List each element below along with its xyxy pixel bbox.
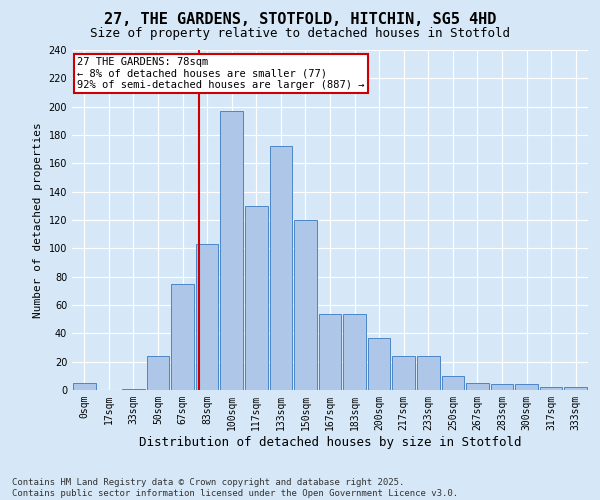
- Bar: [245, 206, 268, 390]
- Bar: [171, 284, 194, 390]
- Bar: [368, 338, 391, 390]
- Text: Size of property relative to detached houses in Stotfold: Size of property relative to detached ho…: [90, 28, 510, 40]
- Bar: [122, 388, 145, 390]
- Text: 27, THE GARDENS, STOTFOLD, HITCHIN, SG5 4HD: 27, THE GARDENS, STOTFOLD, HITCHIN, SG5 …: [104, 12, 496, 28]
- Bar: [294, 220, 317, 390]
- Bar: [343, 314, 366, 390]
- Bar: [515, 384, 538, 390]
- Text: Contains HM Land Registry data © Crown copyright and database right 2025.
Contai: Contains HM Land Registry data © Crown c…: [12, 478, 458, 498]
- Bar: [319, 314, 341, 390]
- Bar: [73, 383, 95, 390]
- Bar: [491, 384, 514, 390]
- X-axis label: Distribution of detached houses by size in Stotfold: Distribution of detached houses by size …: [139, 436, 521, 448]
- Bar: [196, 244, 218, 390]
- Y-axis label: Number of detached properties: Number of detached properties: [33, 122, 43, 318]
- Bar: [146, 356, 169, 390]
- Bar: [269, 146, 292, 390]
- Bar: [466, 383, 489, 390]
- Bar: [442, 376, 464, 390]
- Bar: [392, 356, 415, 390]
- Bar: [565, 387, 587, 390]
- Bar: [220, 111, 243, 390]
- Text: 27 THE GARDENS: 78sqm
← 8% of detached houses are smaller (77)
92% of semi-detac: 27 THE GARDENS: 78sqm ← 8% of detached h…: [77, 57, 365, 90]
- Bar: [540, 387, 562, 390]
- Bar: [417, 356, 440, 390]
